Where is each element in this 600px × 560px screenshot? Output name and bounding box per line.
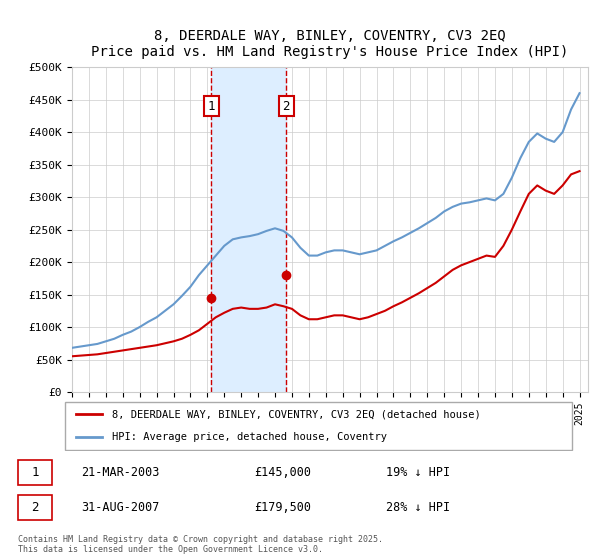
Text: £145,000: £145,000 [254, 466, 311, 479]
Title: 8, DEERDALE WAY, BINLEY, COVENTRY, CV3 2EQ
Price paid vs. HM Land Registry's Hou: 8, DEERDALE WAY, BINLEY, COVENTRY, CV3 2… [91, 29, 569, 59]
Bar [211, 67, 286, 392]
FancyBboxPatch shape [18, 460, 52, 485]
Text: HPI: Average price, detached house, Coventry: HPI: Average price, detached house, Cove… [112, 432, 387, 442]
FancyBboxPatch shape [18, 495, 52, 520]
Text: 2: 2 [31, 501, 39, 514]
Text: 8, DEERDALE WAY, BINLEY, COVENTRY, CV3 2EQ (detached house): 8, DEERDALE WAY, BINLEY, COVENTRY, CV3 2… [112, 409, 481, 419]
Text: 31-AUG-2007: 31-AUG-2007 [81, 501, 160, 514]
Text: 2: 2 [283, 100, 290, 113]
Text: 1: 1 [31, 466, 39, 479]
FancyBboxPatch shape [65, 402, 572, 450]
Text: 28% ↓ HPI: 28% ↓ HPI [386, 501, 451, 514]
Text: 1: 1 [208, 100, 215, 113]
Text: Contains HM Land Registry data © Crown copyright and database right 2025.
This d: Contains HM Land Registry data © Crown c… [18, 535, 383, 554]
Text: 21-MAR-2003: 21-MAR-2003 [81, 466, 160, 479]
Text: £179,500: £179,500 [254, 501, 311, 514]
Text: 19% ↓ HPI: 19% ↓ HPI [386, 466, 451, 479]
